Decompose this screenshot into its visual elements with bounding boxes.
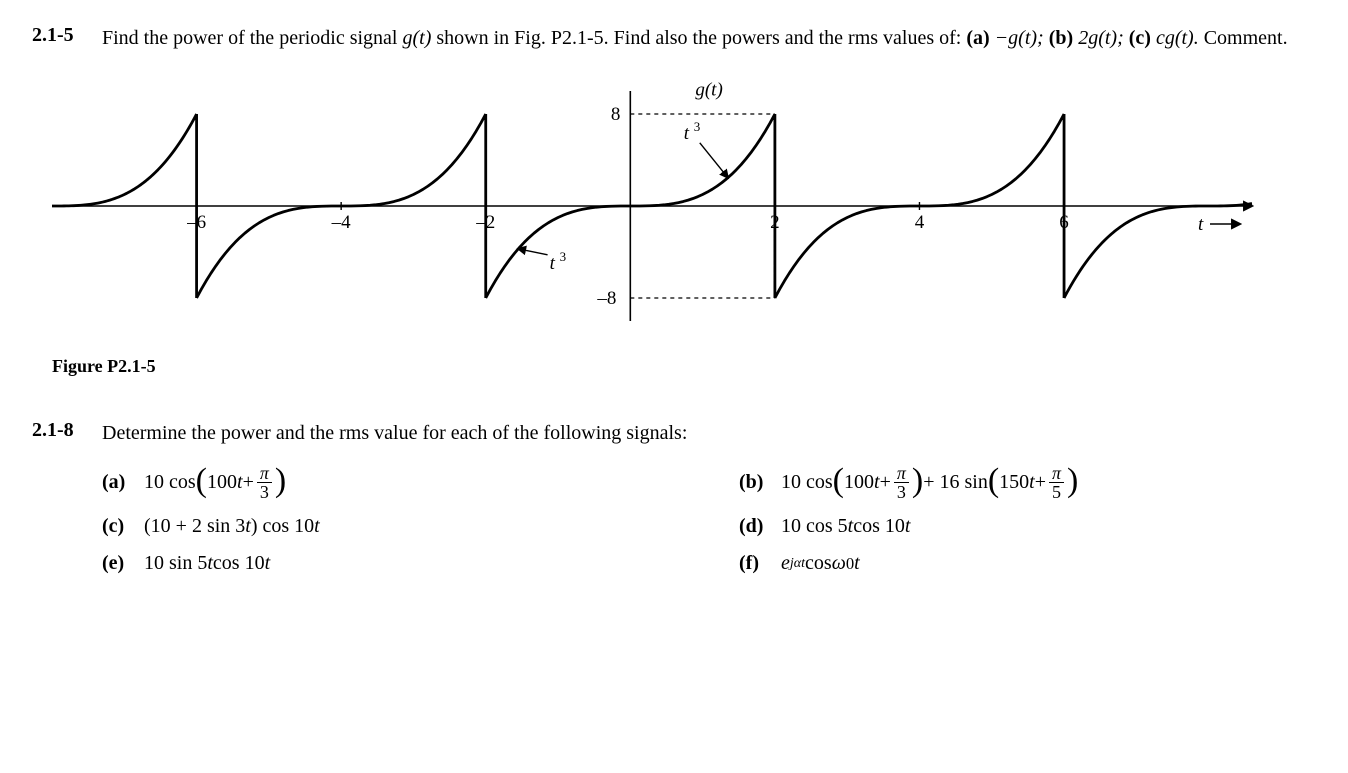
frac-num: π: [1049, 464, 1064, 483]
text: 10 cos: [144, 471, 196, 494]
svg-text:–8: –8: [596, 288, 616, 309]
problem-number: 2.1-8: [32, 419, 102, 442]
var-t: t: [314, 515, 320, 538]
figure-caption: Figure P2.1-5: [52, 356, 1316, 377]
part-b-label: (b): [1049, 27, 1073, 49]
part-b: (b) 10 cos ( 100t + π 3 ) + 16 sin ( 150…: [739, 464, 1316, 501]
problem-header-row: 2.1-8 Determine the power and the rms va…: [32, 419, 1316, 448]
part-d-expression: 10 cos 5t cos 10t: [781, 515, 910, 538]
text: 100: [207, 471, 237, 494]
text: cos 10: [213, 552, 265, 575]
frac-den: 3: [257, 483, 272, 501]
var-t: t: [905, 515, 911, 538]
part-b-expression: 10 cos ( 100t + π 3 ) + 16 sin ( 150t + …: [781, 464, 1078, 501]
problem-2-1-5: 2.1-5 Find the power of the periodic sig…: [32, 24, 1316, 377]
fraction: π 3: [894, 464, 909, 501]
problem-2-1-8: 2.1-8 Determine the power and the rms va…: [32, 419, 1316, 575]
text: 150: [999, 471, 1029, 494]
svg-text:g(t): g(t): [695, 80, 722, 101]
waveform-chart: –6–4–22468–8g(t)t3t3t: [32, 71, 1292, 341]
var-t: t: [854, 552, 860, 575]
svg-text:3: 3: [694, 119, 701, 134]
problem-statement: Find the power of the periodic signal g(…: [102, 24, 1288, 53]
svg-text:–2: –2: [475, 212, 495, 233]
svg-text:2: 2: [770, 212, 780, 233]
problem-header-row: 2.1-5 Find the power of the periodic sig…: [32, 24, 1316, 53]
e: e: [781, 552, 790, 575]
part-c: (c) (10 + 2 sin 3t) cos 10t: [102, 515, 679, 538]
text: 10 cos 5: [781, 515, 848, 538]
part-label: (e): [102, 552, 134, 575]
part-d: (d) 10 cos 5t cos 10t: [739, 515, 1316, 538]
part-b-expr: 2g(t);: [1073, 27, 1129, 49]
svg-text:8: 8: [611, 104, 621, 125]
svg-text:–6: –6: [186, 212, 206, 233]
paren-open: (: [988, 464, 999, 498]
omega: ω: [832, 552, 846, 575]
svg-text:4: 4: [915, 212, 925, 233]
part-c-label: (c): [1129, 27, 1151, 49]
sub-zero: 0: [846, 554, 854, 574]
part-e-expression: 10 sin 5t cos 10t: [144, 552, 270, 575]
svg-text:t: t: [550, 253, 556, 274]
text: 100: [844, 471, 874, 494]
frac-den: 3: [894, 483, 909, 501]
paren-open: (: [833, 464, 844, 498]
text: 10 cos: [781, 471, 833, 494]
frac-num: π: [894, 464, 909, 483]
figure-p2-1-5: –6–4–22468–8g(t)t3t3t: [32, 71, 1316, 346]
plus: +: [243, 471, 254, 494]
text: ) cos 10: [251, 515, 314, 538]
frac-num: π: [257, 464, 272, 483]
svg-text:3: 3: [560, 249, 567, 264]
paren-close: ): [912, 464, 923, 498]
part-label: (d): [739, 515, 771, 538]
part-a-expr: −g(t);: [990, 27, 1049, 49]
part-f-expression: ejαt cos ω0t: [781, 552, 860, 575]
part-a-label: (a): [966, 27, 989, 49]
text-fragment: shown in Fig. P2.1-5. Find also the powe…: [431, 27, 966, 49]
text: + 16 sin: [923, 471, 988, 494]
text-fragment: Comment.: [1204, 27, 1288, 49]
part-a: (a) 10 cos ( 100t + π 3 ): [102, 464, 679, 501]
plus: +: [880, 471, 891, 494]
frac-den: 5: [1049, 483, 1064, 501]
part-c-expression: (10 + 2 sin 3t) cos 10t: [144, 515, 320, 538]
part-label: (a): [102, 471, 134, 494]
part-label: (c): [102, 515, 134, 538]
exponent: jαt: [790, 556, 805, 572]
part-a-expression: 10 cos ( 100t + π 3 ): [144, 464, 286, 501]
fraction: π 3: [257, 464, 272, 501]
text-fragment: Find the power of the periodic signal: [102, 27, 403, 49]
var-t: t: [265, 552, 271, 575]
problem-number: 2.1-5: [32, 24, 102, 47]
svg-text:t: t: [684, 123, 690, 144]
text: cos 10: [853, 515, 905, 538]
svg-text:6: 6: [1059, 212, 1069, 233]
paren-close: ): [1067, 464, 1078, 498]
problem-statement: Determine the power and the rms value fo…: [102, 419, 687, 448]
part-e: (e) 10 sin 5t cos 10t: [102, 552, 679, 575]
text: 10 sin 5: [144, 552, 207, 575]
part-label: (f): [739, 552, 771, 575]
fraction: π 5: [1049, 464, 1064, 501]
part-c-expr: cg(t).: [1151, 27, 1204, 49]
svg-text:–4: –4: [331, 212, 352, 233]
svg-text:t: t: [1198, 214, 1204, 235]
part-label: (b): [739, 471, 771, 494]
part-f: (f) ejαt cos ω0t: [739, 552, 1316, 575]
parts-grid: (a) 10 cos ( 100t + π 3 ) (b) 10 cos ( 1…: [102, 464, 1316, 575]
paren-close: ): [275, 464, 286, 498]
paren-open: (: [196, 464, 207, 498]
text: (10 + 2 sin 3: [144, 515, 245, 538]
text: cos: [805, 552, 832, 575]
plus: +: [1035, 471, 1046, 494]
g-of-t: g(t): [403, 27, 432, 49]
